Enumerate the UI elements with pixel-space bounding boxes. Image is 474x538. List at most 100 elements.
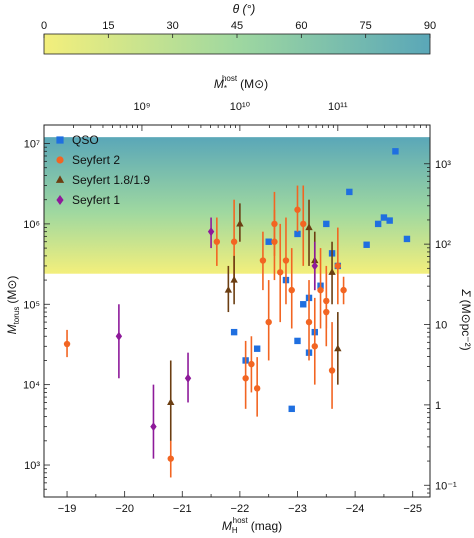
legend-item: Seyfert 1.8/1.9: [55, 173, 150, 187]
legend-label: Seyfert 1: [72, 193, 120, 207]
data-point: [403, 235, 411, 243]
data-point: [328, 367, 336, 374]
data-point: [334, 262, 342, 270]
data-point: [184, 373, 192, 383]
right-tick-label: 10²: [435, 239, 451, 251]
data-point: [334, 344, 342, 352]
colorbar-tick-label: 30: [167, 20, 179, 32]
top-tick-label: 10⁹: [133, 101, 150, 113]
data-point: [288, 286, 295, 294]
data-point: [224, 285, 233, 293]
y-axis-label: Mtorus(M⊙): [5, 276, 21, 335]
right-tick-label: 1: [435, 400, 441, 412]
right-tick-label: 10: [435, 320, 447, 332]
x-tick-label: −19: [58, 503, 77, 515]
x-axis-tick-labels: −19 −20 −21 −22 −23 −24 −25: [58, 503, 422, 515]
colorbar-tick-labels: 0 15 30 45 60 75 90: [41, 20, 436, 32]
colorbar-tick-label: 75: [360, 20, 372, 32]
data-point: [150, 422, 157, 432]
data-point: [323, 308, 330, 316]
data-point: [63, 340, 71, 348]
colorbar-tick-label: 90: [424, 20, 436, 32]
x-tick-label: −21: [173, 503, 192, 515]
shaded-band: [44, 137, 430, 274]
legend-item: QSO: [56, 133, 99, 147]
data-point: [374, 220, 382, 228]
data-point: [265, 318, 272, 326]
data-point: [340, 286, 347, 294]
right-axis-label: Σ(M⊙pc⁻²): [459, 288, 473, 350]
data-point: [265, 238, 272, 245]
data-point: [311, 261, 318, 271]
data-point: [294, 230, 301, 238]
x-tick-label: −23: [288, 503, 307, 515]
data-point: [323, 220, 330, 228]
x-tick-label: −25: [403, 503, 422, 515]
data-point: [242, 375, 249, 382]
colorbar-tick-label: 45: [231, 20, 243, 32]
data-point: [167, 455, 174, 462]
data-point: [277, 269, 284, 276]
data-point: [230, 275, 238, 283]
x-axis-label: MHhost (mag): [222, 516, 282, 535]
y-tick-label: 10³: [24, 460, 40, 472]
data-point: [259, 257, 267, 264]
legend-label: QSO: [72, 133, 99, 147]
data-point: [213, 238, 221, 245]
legend-marker: [56, 136, 64, 144]
data-point: [300, 220, 307, 228]
data-point: [317, 286, 324, 294]
data-point: [328, 268, 336, 275]
data-point: [115, 331, 123, 341]
data-point: [294, 206, 301, 213]
data-point: [300, 301, 307, 308]
data-point: [288, 405, 295, 413]
colorbar-tick-label: 60: [295, 20, 307, 32]
colorbar-tick-label: 0: [41, 20, 47, 32]
legend: QSO Seyfert 2 Seyfert 1.8/1.9 Seyfert 1: [55, 133, 150, 207]
plot-area: [43, 124, 431, 498]
data-point: [230, 238, 238, 245]
colorbar-label: θ (°): [233, 2, 256, 16]
x-tick-label: −22: [231, 503, 250, 515]
data-point: [305, 223, 313, 231]
top-axis-tick-labels: 10⁹ 10¹⁰ 10¹¹: [133, 101, 347, 113]
y-tick-label: 10⁵: [23, 299, 40, 311]
top-tick-label: 10¹¹: [328, 101, 348, 113]
top-tick-label: 10¹⁰: [230, 101, 251, 113]
data-point: [236, 219, 244, 227]
legend-marker: [56, 156, 64, 164]
x-tick-label: −20: [115, 503, 134, 515]
legend-marker: [56, 194, 64, 206]
y-tick-label: 10⁴: [23, 380, 40, 392]
colorbar: θ (°) 0 15 30 45 60 75 90: [41, 2, 436, 55]
legend-marker: [55, 175, 65, 183]
data-point: [167, 398, 175, 406]
x-tick-label: −24: [346, 503, 365, 515]
series-circle: [63, 185, 347, 478]
data-point: [380, 214, 388, 221]
y-tick-label: 10⁶: [23, 219, 40, 231]
top-axis-label: M*host (M⊙): [214, 74, 268, 93]
plot-frame: [43, 124, 431, 498]
data-point: [392, 148, 399, 155]
data-point: [253, 385, 261, 392]
data-point: [305, 318, 313, 326]
series-triangle: [167, 199, 342, 441]
data-point: [271, 238, 278, 245]
data-point: [386, 217, 393, 224]
data-points: [63, 148, 411, 478]
data-point: [248, 360, 255, 368]
legend-label: Seyfert 2: [72, 153, 120, 167]
series-diamond: [115, 217, 318, 459]
right-axis-tick-labels: 10³ 10² 10 1 10⁻¹: [435, 159, 457, 492]
data-point: [253, 345, 261, 352]
data-point: [311, 343, 318, 350]
right-tick-label: 10³: [435, 159, 451, 171]
right-tick-label: 10⁻¹: [435, 480, 457, 492]
legend-label: Seyfert 1.8/1.9: [72, 173, 150, 187]
legend-item: Seyfert 2: [56, 153, 120, 167]
y-tick-label: 10⁷: [24, 139, 40, 151]
y-axis-tick-labels: 10³ 10⁴ 10⁵ 10⁶ 10⁷: [23, 139, 40, 472]
